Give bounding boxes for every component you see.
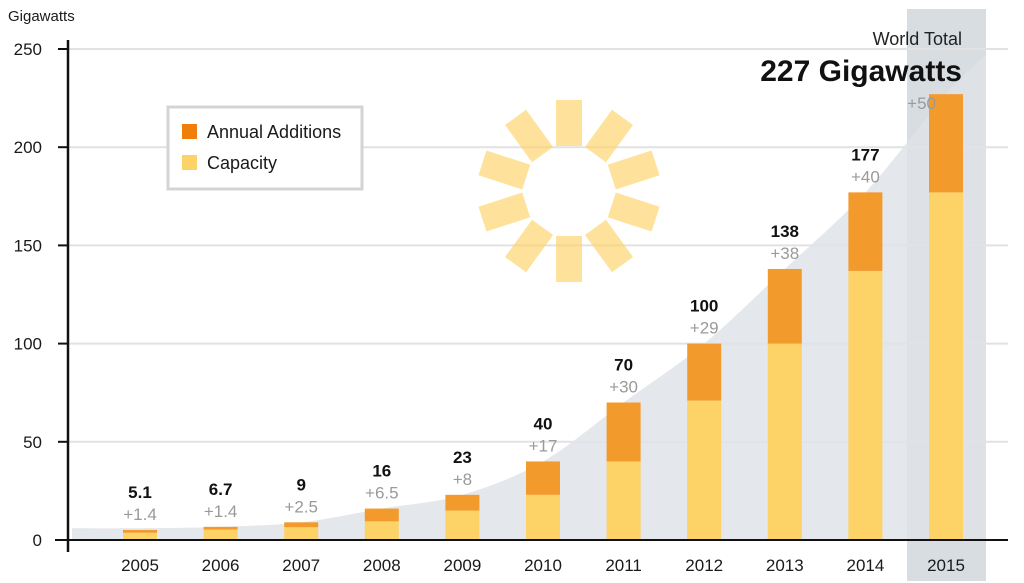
world-total-subtitle: World Total	[873, 29, 962, 49]
bar-total-label: 9	[296, 475, 305, 494]
bar-addition-label: +8	[453, 470, 472, 489]
bar-capacity-2014	[848, 270, 883, 540]
x-tick-label: 2012	[685, 556, 723, 575]
bar-total-label: 177	[851, 145, 879, 164]
bar-capacity-2012	[687, 400, 722, 540]
sun-ray	[607, 192, 660, 232]
bar-addition-label: +1.4	[204, 502, 238, 521]
x-tick-label: 2005	[121, 556, 159, 575]
x-tick-label: 2009	[443, 556, 481, 575]
bar-total-label: 23	[453, 448, 472, 467]
sun-ray	[584, 109, 634, 163]
bar-addition-label: +2.5	[284, 497, 318, 516]
growth-area	[72, 54, 986, 540]
bar-capacity-2006	[203, 529, 238, 540]
sun-ray	[478, 150, 531, 190]
bar-annual-additions-2009	[445, 494, 480, 511]
x-tick-label: 2007	[282, 556, 320, 575]
legend: Annual Additions Capacity	[166, 105, 364, 191]
bar-total-label: 138	[771, 222, 799, 241]
y-tick-label: 100	[14, 335, 42, 354]
bars	[123, 94, 963, 540]
y-axis-label: Gigawatts	[8, 8, 75, 25]
bar-total-label: 40	[534, 414, 553, 433]
y-tick-label: 150	[14, 236, 42, 255]
bar-annual-additions-2014	[848, 192, 883, 271]
bar-annual-additions-2007	[284, 522, 319, 528]
x-tick-label: 2011	[605, 556, 642, 575]
bar-annual-additions-2012	[687, 343, 722, 401]
legend-swatch-annual-additions	[182, 124, 197, 139]
y-tick-label: 50	[23, 433, 42, 452]
y-tick-label: 250	[14, 40, 42, 59]
bar-total-label: 6.7	[209, 480, 233, 499]
sun-ray	[504, 219, 554, 273]
legend-label-annual-additions: Annual Additions	[207, 122, 341, 142]
y-axis-ticks: 0 50 100 150 200 250	[14, 40, 68, 550]
bar-labels: 5.1 +1.4 6.7 +1.4 9 +2.5 16 +6.5 23 +8 40 +17 70 +30 1…	[123, 94, 936, 524]
x-tick-label: 2008	[363, 556, 401, 575]
x-tick-label: 2014	[846, 556, 884, 575]
bar-total-label: 5.1	[128, 483, 152, 502]
bar-capacity-2011	[606, 461, 641, 540]
x-tick-label: 2013	[766, 556, 804, 575]
x-axis-ticks: 2005 2006 2007 2008 2009 2010 2011 2012 2013 2014…	[121, 556, 965, 575]
bar-addition-label: +6.5	[365, 484, 399, 503]
sun-ray	[584, 219, 634, 273]
sun-ray	[607, 150, 660, 190]
bar-capacity-2005	[123, 532, 157, 540]
world-total-title: 227 Gigawatts	[760, 55, 962, 88]
bar-total-label: 16	[372, 462, 391, 481]
bar-annual-additions-2015	[929, 94, 963, 193]
bar-capacity-2007	[284, 527, 319, 540]
bar-annual-additions-2013	[767, 268, 802, 344]
x-tick-label: 2010	[524, 556, 562, 575]
bar-addition-label: +30	[609, 378, 638, 397]
bar-addition-label: +50	[907, 94, 936, 113]
bar-addition-label: +29	[690, 319, 719, 338]
bar-capacity-2010	[526, 494, 560, 540]
sun-ray	[556, 100, 582, 146]
bar-capacity-2008	[364, 521, 399, 540]
sun-ray	[478, 192, 531, 232]
sun-ray	[504, 109, 554, 163]
bar-annual-additions-2005	[123, 529, 157, 533]
bar-annual-additions-2011	[606, 402, 641, 462]
sun-ray	[556, 236, 582, 282]
sun-icon	[478, 100, 660, 282]
legend-label-capacity: Capacity	[207, 153, 277, 173]
bar-addition-label: +38	[770, 244, 799, 263]
y-tick-label: 200	[14, 138, 42, 157]
legend-swatch-capacity	[182, 155, 197, 170]
bar-annual-additions-2006	[203, 526, 238, 530]
bar-annual-additions-2010	[526, 461, 560, 495]
x-tick-label: 2006	[202, 556, 240, 575]
bar-addition-label: +1.4	[123, 505, 157, 524]
bar-total-label: 70	[614, 356, 633, 375]
bar-annual-additions-2008	[364, 508, 399, 522]
y-tick-label: 0	[33, 531, 42, 550]
bar-addition-label: +17	[529, 436, 558, 455]
bar-addition-label: +40	[851, 167, 880, 186]
bar-total-label: 100	[690, 297, 718, 316]
bar-capacity-2009	[445, 510, 480, 540]
bar-capacity-2013	[767, 343, 802, 540]
bar-capacity-2015	[929, 192, 963, 540]
x-tick-label: 2015	[927, 556, 965, 575]
